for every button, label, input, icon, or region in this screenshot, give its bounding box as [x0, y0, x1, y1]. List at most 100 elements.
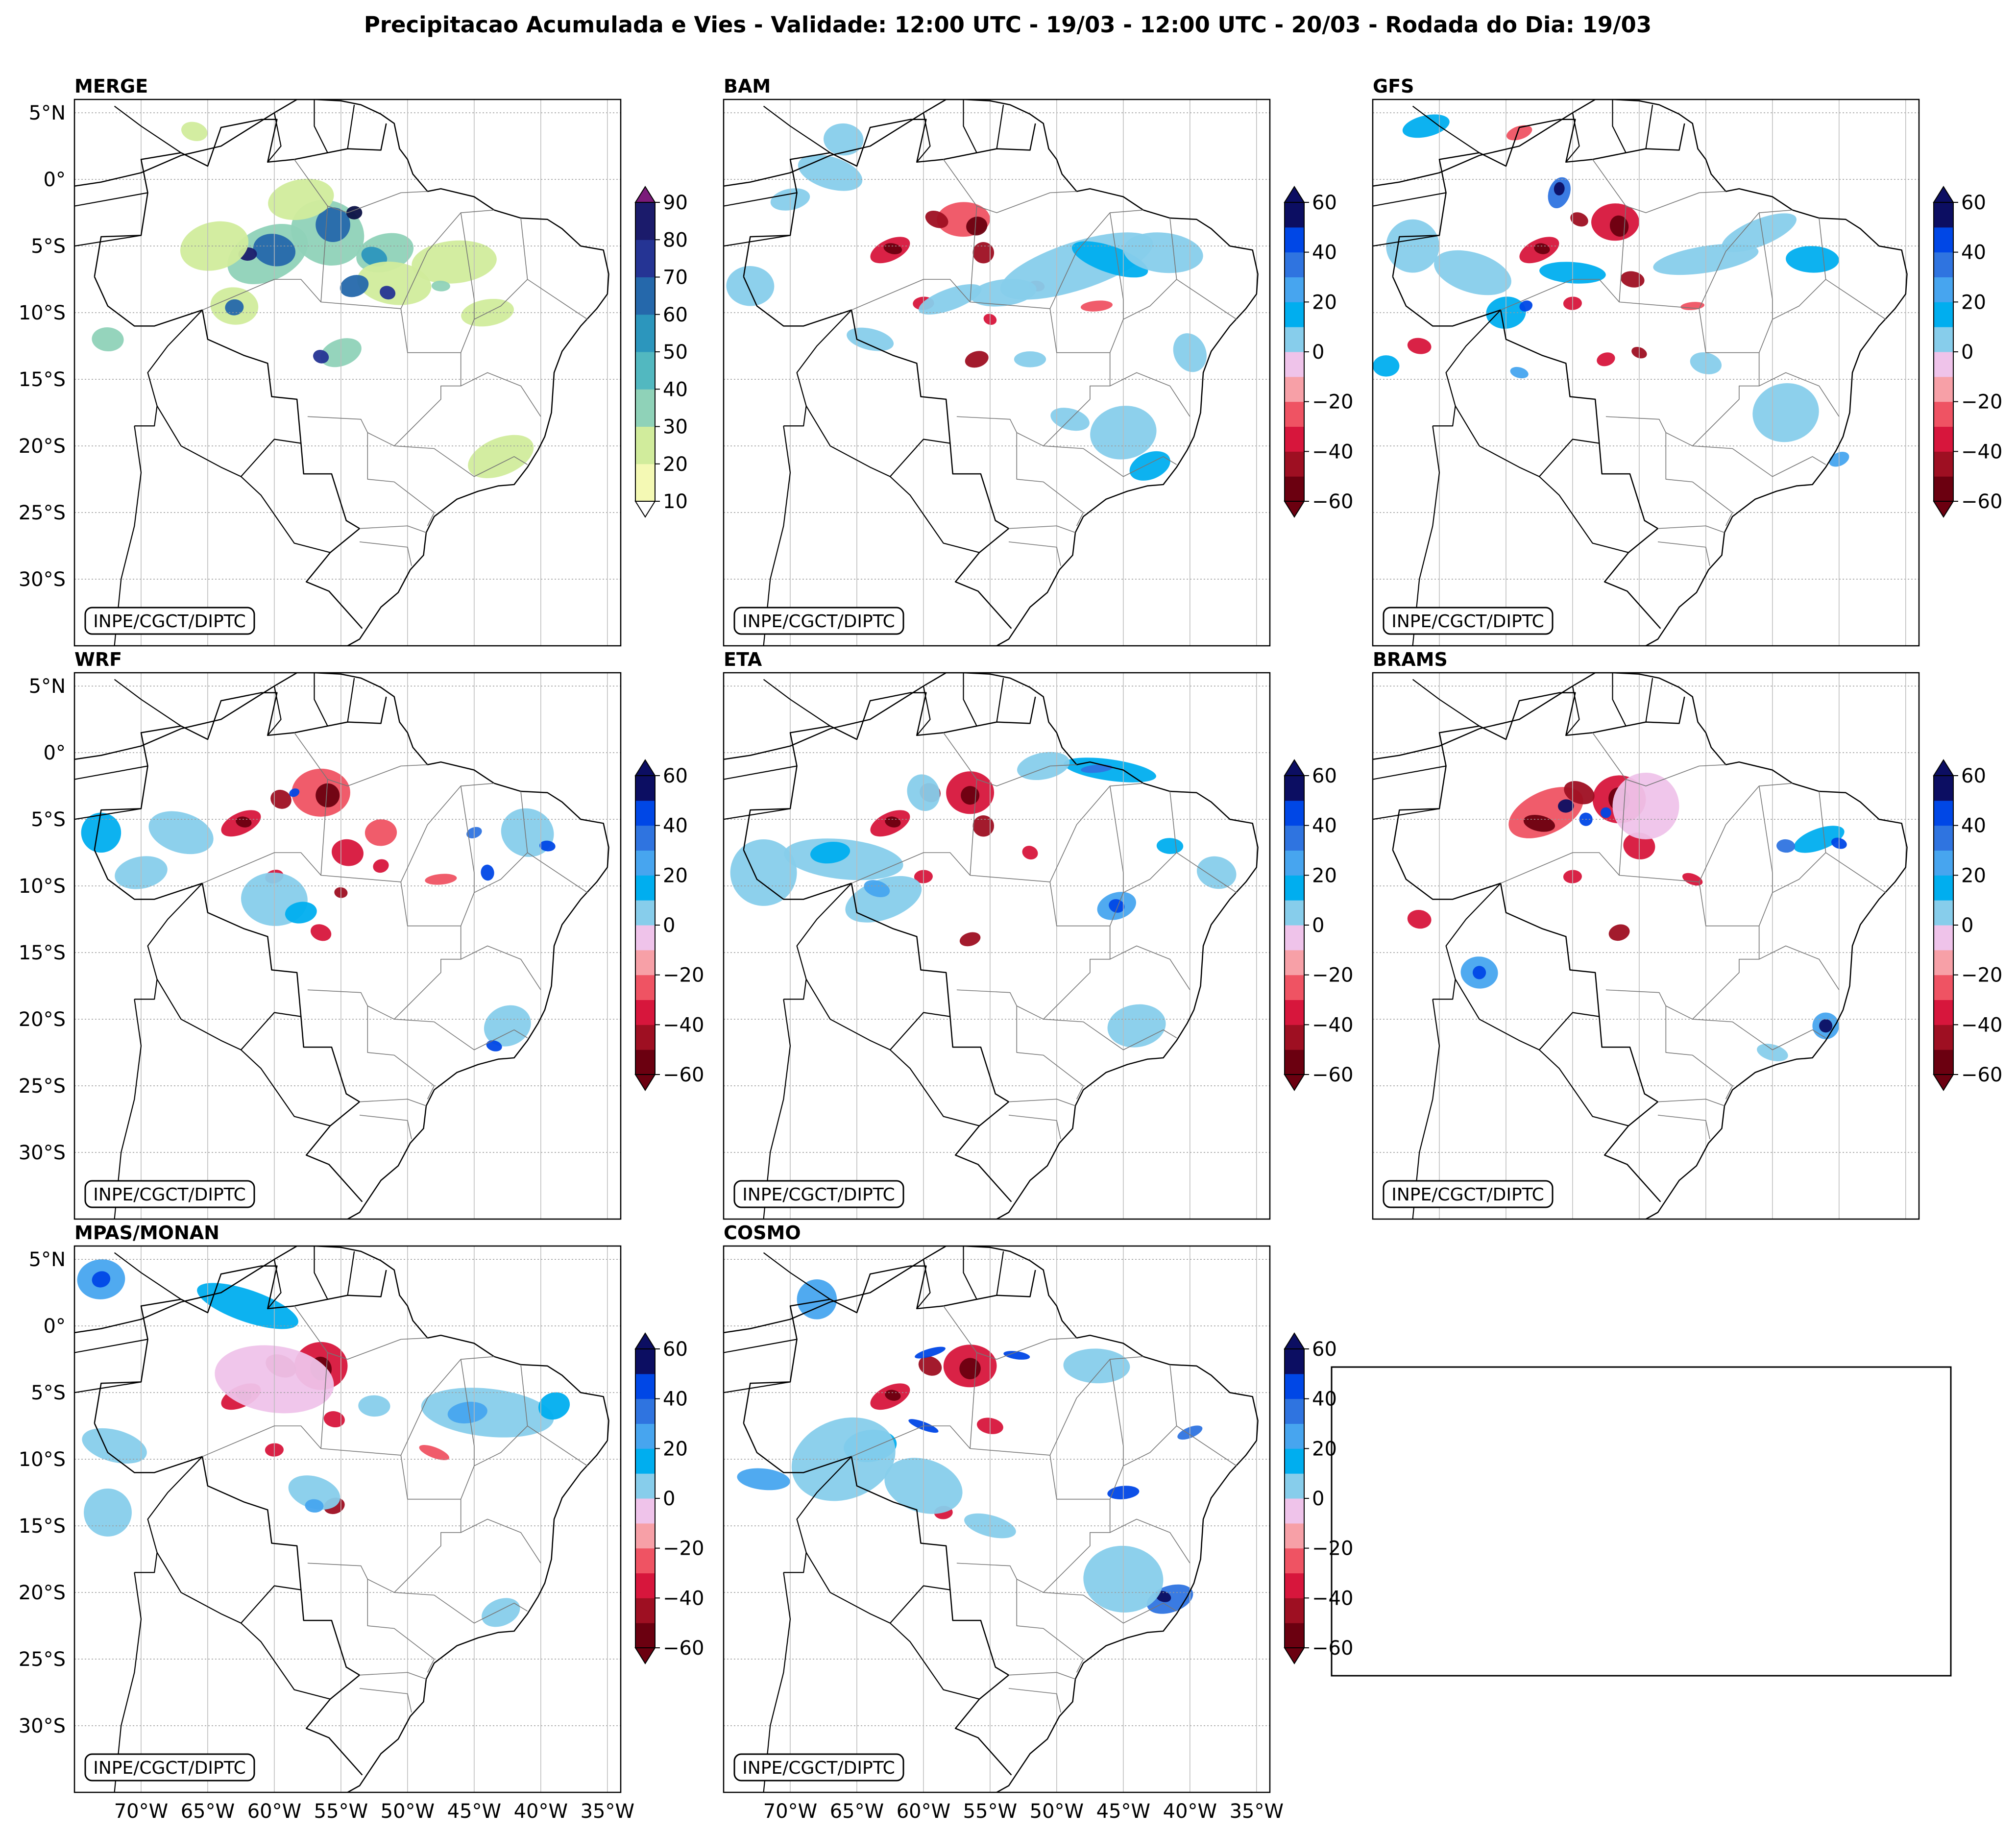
colorbar: −60 −40 −20 0 20 40 60 [634, 759, 704, 1091]
field-blob [726, 266, 775, 306]
field-blob [864, 880, 890, 898]
colorbar-tick: 40 [663, 1388, 688, 1411]
colorbar-tick: −40 [1312, 440, 1353, 463]
colorbar-tick: 50 [663, 341, 688, 364]
field-blob [1386, 219, 1439, 273]
colorbar-tick: 60 [1961, 192, 1986, 214]
map-outlines [724, 1246, 1259, 1792]
panel-mpas-monan: MPAS/MONAN INPE/CGCT/DIPTC 5°N 0° 5°S 10°S 15°… [19, 1222, 704, 1823]
colorbar-tick: −60 [663, 1637, 704, 1660]
colorbar-tick: 0 [1961, 914, 1973, 937]
lat-label: 30°S [19, 1715, 66, 1737]
colorbar-tick: −20 [663, 964, 704, 987]
panel-title: ETA [724, 649, 762, 670]
map-frame [73, 1245, 622, 1793]
colorbar-tick: −60 [1312, 1637, 1353, 1660]
field-blob [1608, 924, 1630, 941]
credit-label: INPE/CGCT/DIPTC [84, 1180, 255, 1208]
colorbar-tick: 10 [663, 490, 688, 513]
field-blob [1014, 351, 1046, 367]
credit-label: INPE/CGCT/DIPTC [84, 1753, 255, 1782]
colorbar-tick: 0 [1312, 914, 1324, 937]
colorbar-tick: −20 [1312, 1538, 1353, 1560]
map-background [1373, 99, 1919, 646]
colorbar: −60 −40 −20 0 20 40 60 [1933, 759, 2002, 1091]
panel-title: BRAMS [1373, 649, 1448, 670]
colorbar-tick: 70 [663, 267, 688, 289]
lat-label: 5°N [29, 675, 66, 698]
field-blob [966, 217, 988, 236]
credit-text: INPE/CGCT/DIPTC [742, 1185, 895, 1205]
lat-label: 5°S [31, 1382, 66, 1404]
colorbar-tick: 0 [663, 914, 675, 937]
lon-label: 55°W [314, 1800, 368, 1823]
lat-label: 10°S [19, 875, 66, 898]
credit-text: INPE/CGCT/DIPTC [1391, 611, 1544, 632]
lat-label: 25°S [19, 1648, 66, 1671]
field-blob [883, 243, 902, 254]
field-blob [1819, 1019, 1833, 1033]
lon-label: 45°W [447, 1800, 501, 1823]
colorbar-tick: 20 [1312, 291, 1337, 314]
field-blob [373, 859, 389, 873]
credit-label: INPE/CGCT/DIPTC [733, 1753, 904, 1782]
field-blob [1022, 846, 1038, 860]
field-blob [959, 932, 981, 947]
field-blob [972, 242, 995, 264]
colorbar-tick: 90 [663, 192, 688, 214]
lon-label: 35°W [581, 1800, 634, 1823]
colorbar-tick: 60 [1312, 192, 1337, 214]
colorbar-tick: 40 [1961, 815, 1986, 837]
map-frame [723, 672, 1271, 1220]
field-blob [810, 841, 850, 864]
panel-bam: BAM INPE/CGCT/DIPTC −60 −40 −20 0 20 40 60 [723, 75, 1353, 647]
field-blob [1109, 899, 1125, 913]
field-blob [225, 299, 244, 316]
credit-text: INPE/CGCT/DIPTC [93, 1758, 245, 1778]
map-background [724, 99, 1270, 646]
panel-title: MPAS/MONAN [74, 1222, 219, 1244]
field-blob [84, 1488, 132, 1537]
field-blob [419, 1445, 449, 1461]
colorbar-tick: 40 [1312, 242, 1337, 264]
gridlines [74, 673, 621, 1219]
precip-field [1407, 772, 1847, 1061]
field-blob [918, 1356, 942, 1376]
field-blob [421, 1388, 554, 1438]
colorbar: −60 −40 −20 0 20 40 60 [1284, 186, 1353, 518]
field-blob [961, 786, 980, 805]
map-frame [723, 98, 1271, 647]
colorbar-tick: 20 [1312, 1438, 1337, 1460]
panels-container: MERGE INPE/CGCT/DIPTC 5°N 0° 5°S 10°S 15°S 20°S… [19, 75, 2003, 1823]
colorbar-tick: −40 [1961, 440, 2002, 463]
field-blob [305, 1499, 324, 1513]
field-blob [1506, 125, 1532, 141]
colorbar-tick: 20 [1961, 291, 1986, 314]
field-blob [181, 122, 208, 141]
field-blob [1554, 182, 1565, 196]
colorbar: −60 −40 −20 0 20 40 60 [634, 1332, 704, 1664]
field-blob [847, 327, 894, 351]
credit-label: INPE/CGCT/DIPTC [733, 607, 904, 635]
field-blob [1597, 352, 1615, 367]
map-outlines [724, 99, 1259, 646]
precip-field [77, 1259, 570, 1627]
field-blob [1434, 250, 1511, 295]
field-blob [1558, 799, 1574, 813]
field-blob [1722, 213, 1797, 252]
colorbar-tick: 60 [663, 765, 688, 787]
field-blob [1080, 764, 1113, 773]
colorbar-tick: 60 [663, 1338, 688, 1361]
field-blob [289, 788, 300, 797]
lon-label: 70°W [763, 1800, 817, 1823]
field-blob [1519, 300, 1533, 312]
map-background [724, 673, 1270, 1219]
field-blob [1063, 1348, 1130, 1384]
field-blob [1612, 772, 1679, 839]
colorbar-tick: −20 [1961, 391, 2002, 414]
panel-brams: BRAMS INPE/CGCT/DIPTC −60 −40 −20 0 20 40 60 [1372, 649, 2002, 1220]
lat-label: 20°S [19, 1008, 66, 1031]
field-blob [1072, 241, 1148, 278]
field-blob [197, 1283, 298, 1329]
field-blob [180, 221, 249, 271]
